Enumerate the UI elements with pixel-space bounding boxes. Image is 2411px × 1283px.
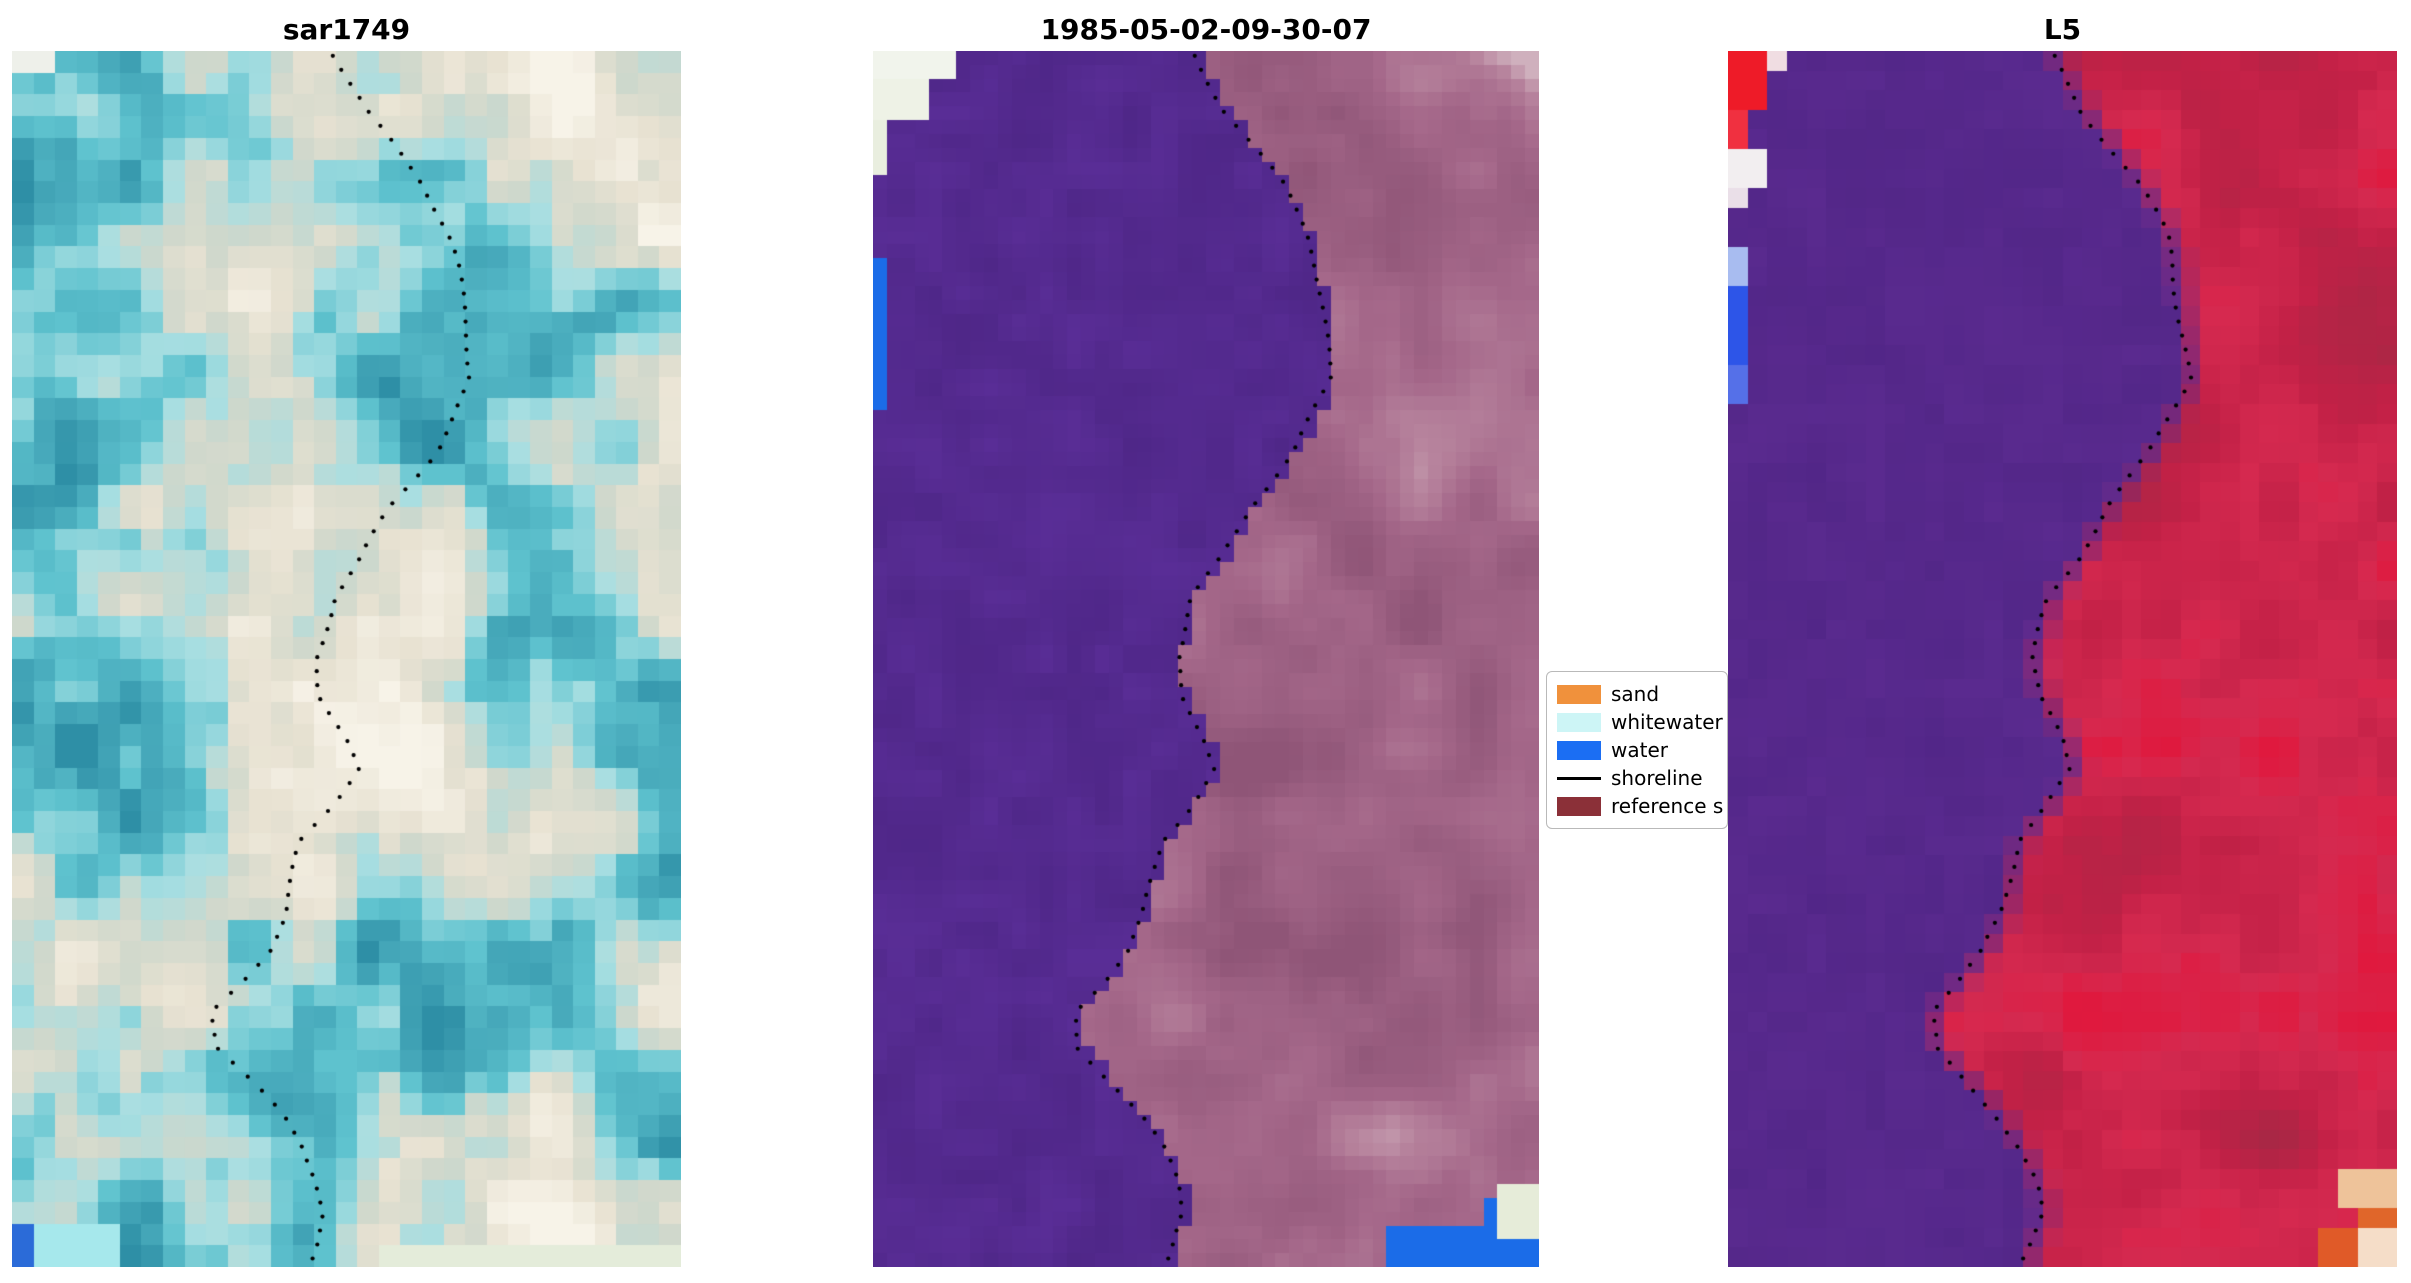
legend-entry-reference-shoreline: reference s bbox=[1557, 792, 1727, 820]
sar1749-image bbox=[12, 51, 681, 1267]
legend-entry-shoreline: shoreline bbox=[1557, 764, 1727, 792]
legend-label-reference-shoreline: reference s bbox=[1611, 794, 1724, 818]
whitewater-swatch-icon bbox=[1557, 712, 1601, 732]
legend-label-water: water bbox=[1611, 738, 1668, 762]
legend-entry-water: water bbox=[1557, 736, 1727, 764]
legend: sand whitewater water shoreline referenc… bbox=[1546, 671, 1728, 829]
legend-entry-sand: sand bbox=[1557, 680, 1727, 708]
legend-label-whitewater: whitewater bbox=[1611, 710, 1723, 734]
sand-swatch-icon bbox=[1557, 684, 1601, 704]
panel-title-datetime: 1985-05-02-09-30-07 bbox=[1040, 13, 1372, 46]
l5-image bbox=[1728, 51, 2397, 1267]
classified-image bbox=[873, 51, 1539, 1267]
panel-title-sar1749: sar1749 bbox=[282, 13, 411, 46]
water-swatch-icon bbox=[1557, 740, 1601, 760]
legend-entry-whitewater: whitewater bbox=[1557, 708, 1727, 736]
panel-title-l5: L5 bbox=[2043, 13, 2082, 46]
legend-label-sand: sand bbox=[1611, 682, 1660, 706]
shoreline-line-icon bbox=[1557, 776, 1601, 780]
reference-shoreline-swatch-icon bbox=[1557, 796, 1601, 816]
legend-label-shoreline: shoreline bbox=[1611, 766, 1703, 790]
